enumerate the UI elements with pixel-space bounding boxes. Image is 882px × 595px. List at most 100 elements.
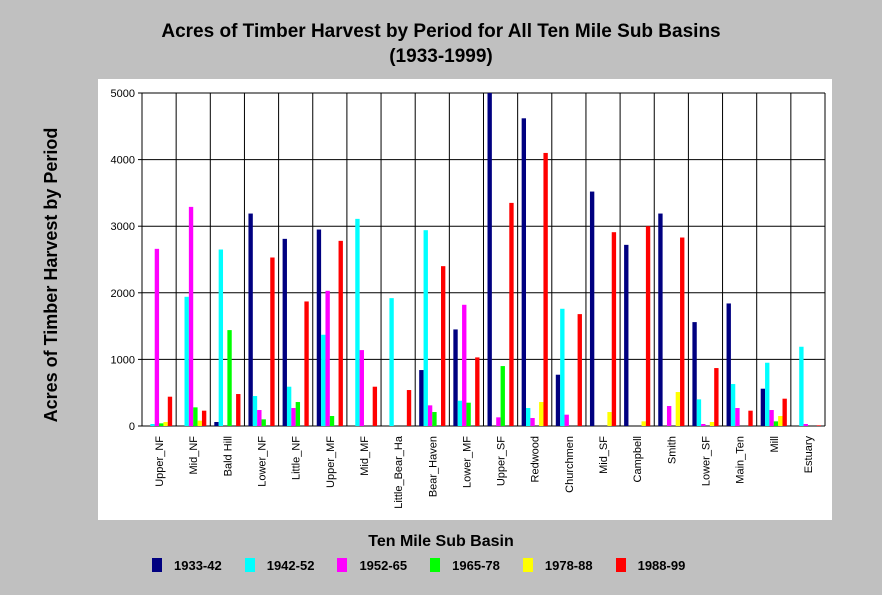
- bar: [714, 368, 719, 426]
- bar: [236, 394, 241, 426]
- bar: [680, 237, 685, 426]
- x-tick-label: Mid_NF: [188, 436, 200, 475]
- bar: [726, 303, 731, 426]
- bar: [188, 206, 194, 426]
- bar: [778, 416, 783, 426]
- legend-item: 1933-42: [152, 558, 222, 573]
- bar: [355, 218, 360, 426]
- bar: [816, 425, 821, 426]
- y-tick-label: 2000: [111, 288, 135, 300]
- x-tick-label: Upper_MF: [325, 436, 337, 488]
- bar: [201, 410, 207, 426]
- x-tick-label: Churchmen: [564, 436, 576, 493]
- bar: [560, 308, 565, 426]
- chart-subtitle: (1933-1999): [389, 46, 493, 67]
- bar: [539, 402, 544, 426]
- bar: [150, 424, 155, 426]
- bar: [521, 118, 527, 427]
- bar: [748, 410, 753, 426]
- bar: [462, 304, 467, 426]
- bar: [321, 334, 326, 426]
- x-tick-label: Campbell: [632, 436, 644, 482]
- x-tick-label: Mill: [769, 436, 781, 453]
- bar: [167, 396, 173, 426]
- x-tick-label: Upper_SF: [496, 436, 508, 486]
- bar: [338, 240, 343, 426]
- bar: [159, 423, 164, 426]
- legend-swatch: [244, 558, 255, 572]
- x-tick-label: Little_NF: [291, 436, 303, 480]
- bar: [325, 290, 330, 426]
- bar: [329, 416, 335, 426]
- x-tick-label: Lower_NF: [257, 436, 269, 487]
- legend-swatch: [337, 558, 348, 572]
- legend-label: 1942-52: [266, 557, 315, 573]
- bar: [577, 314, 582, 426]
- bar: [709, 422, 715, 426]
- y-tick-label: 1000: [111, 354, 135, 366]
- bar: [406, 390, 412, 426]
- bar: [735, 408, 740, 426]
- bar: [295, 402, 301, 426]
- bar: [193, 407, 198, 426]
- bar: [607, 412, 612, 426]
- bar: [760, 388, 766, 426]
- bar: [641, 421, 646, 426]
- y-tick-label: 4000: [111, 155, 135, 167]
- bar: [252, 396, 258, 426]
- x-tick-label: Redwood: [530, 436, 542, 482]
- bar: [509, 202, 514, 426]
- x-tick-label: Mid_MF: [359, 436, 371, 476]
- bar: [427, 405, 433, 426]
- legend-swatch: [430, 558, 441, 572]
- bar: [611, 232, 617, 426]
- bar: [765, 362, 770, 426]
- bar: [154, 248, 160, 426]
- bar: [799, 346, 804, 426]
- legend-label: 1988-99: [637, 557, 686, 573]
- legend-swatch: [615, 558, 626, 572]
- x-tick-label: Smith: [666, 436, 678, 464]
- bar: [773, 421, 779, 426]
- bar: [440, 266, 446, 426]
- legend-label: 1933-42: [174, 557, 222, 573]
- x-tick-label: Lower_SF: [700, 436, 712, 486]
- legend-item: 1978-88: [522, 557, 593, 573]
- bar: [291, 408, 296, 426]
- legend-item: 1952-65: [337, 558, 407, 573]
- bar: [496, 417, 501, 426]
- bar: [803, 424, 808, 426]
- x-tick-label: Mid_SF: [598, 436, 610, 474]
- bar: [696, 399, 702, 426]
- bar: [543, 152, 548, 426]
- bar: [197, 420, 202, 426]
- y-tick-label: 3000: [111, 221, 135, 233]
- legend-swatch: [152, 558, 162, 572]
- legend-item: 1942-52: [244, 557, 315, 573]
- bar: [500, 366, 505, 426]
- bar: [227, 330, 232, 426]
- bar: [261, 419, 266, 426]
- bar: [589, 191, 595, 426]
- bar: [666, 406, 672, 426]
- bar: [359, 350, 364, 426]
- bar: [218, 249, 224, 426]
- bar: [304, 301, 309, 426]
- bar: [526, 408, 531, 426]
- bar: [423, 230, 428, 426]
- bar: [163, 422, 168, 426]
- legend-label: 1965-78: [452, 557, 500, 573]
- bar: [658, 213, 663, 426]
- y-tick-label: 5000: [111, 88, 135, 100]
- legend-label: 1978-88: [544, 557, 593, 573]
- bar: [389, 298, 394, 426]
- bar: [782, 398, 787, 426]
- legend-item: 1965-78: [430, 558, 500, 573]
- bar: [564, 414, 569, 426]
- x-tick-label: Little_Bear_Ha: [393, 435, 405, 509]
- bar: [184, 296, 189, 426]
- legend-label: 1952-65: [359, 557, 408, 573]
- bar: [692, 322, 697, 426]
- bar: [214, 422, 219, 426]
- bar: [555, 374, 561, 426]
